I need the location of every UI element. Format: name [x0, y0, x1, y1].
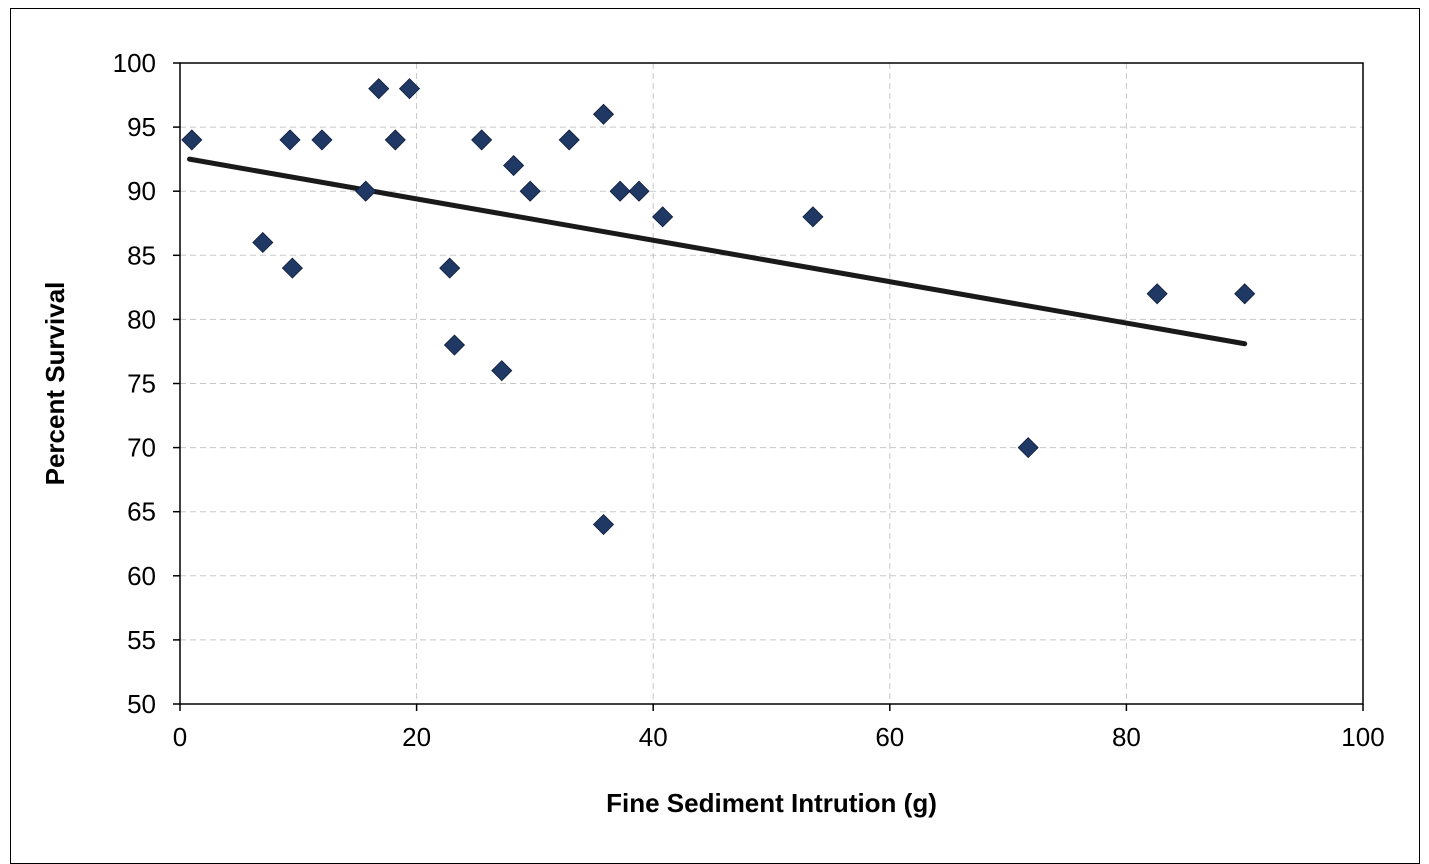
data-point	[471, 129, 493, 151]
y-tick-label: 75	[127, 369, 156, 399]
x-tick-label: 0	[173, 722, 187, 752]
y-axis-title: Percent Survival	[40, 282, 70, 486]
x-tick-label: 100	[1341, 722, 1384, 752]
x-tick-label: 80	[1112, 722, 1141, 752]
y-tick-label: 65	[127, 497, 156, 527]
data-point	[398, 78, 421, 100]
x-axis-ticks: 0 20 40 60 80 100	[173, 704, 1385, 752]
trendline	[186, 156, 1248, 347]
gridlines	[180, 63, 1363, 704]
data-point	[311, 129, 333, 151]
y-tick-label: 70	[127, 433, 156, 463]
y-tick-label: 55	[127, 625, 156, 655]
data-point	[558, 129, 580, 151]
data-point	[1234, 283, 1256, 305]
data-point	[519, 180, 541, 202]
data-point	[279, 129, 301, 151]
y-tick-label: 60	[127, 561, 156, 591]
data-point	[368, 78, 390, 100]
y-tick-label: 80	[127, 304, 156, 334]
data-point	[1146, 283, 1168, 305]
trendline-group	[186, 156, 1248, 347]
y-tick-label: 50	[127, 689, 156, 719]
y-axis-ticks: 50 55 60 65 70 75 80 85 90 95 100	[113, 48, 180, 719]
data-point	[628, 180, 650, 202]
data-point	[443, 334, 466, 356]
data-point	[355, 180, 377, 202]
data-points	[181, 78, 1256, 536]
data-point	[252, 231, 274, 254]
data-point	[592, 513, 615, 536]
data-point	[592, 103, 615, 125]
y-tick-label: 90	[127, 176, 156, 206]
x-tick-label: 20	[402, 722, 431, 752]
data-point	[609, 180, 631, 202]
data-point	[439, 257, 461, 279]
x-tick-label: 40	[639, 722, 668, 752]
data-point	[652, 206, 674, 228]
data-point	[1017, 437, 1039, 459]
data-point	[802, 206, 824, 228]
data-point	[491, 360, 513, 382]
x-axis-title: Fine Sediment Intrution (g)	[606, 788, 937, 818]
data-point	[281, 257, 303, 279]
chart-frame	[10, 8, 1420, 864]
data-point	[384, 129, 406, 151]
data-point	[503, 154, 525, 177]
y-tick-label: 85	[127, 240, 156, 270]
data-point	[181, 129, 203, 151]
y-tick-label: 100	[113, 48, 156, 78]
y-tick-label: 95	[127, 112, 156, 142]
x-tick-label: 60	[875, 722, 904, 752]
